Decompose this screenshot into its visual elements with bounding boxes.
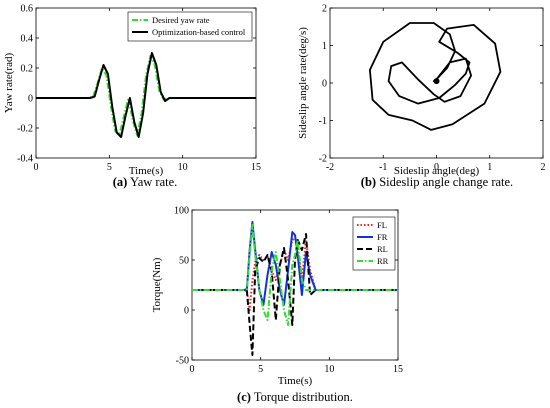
caption: (b) Sideslip angle change rate.: [361, 175, 513, 189]
x-axis-label: Sideslip angle(deg): [394, 165, 480, 177]
y-tick-label: 0.6: [21, 4, 34, 15]
y-tick-label: 0.2: [21, 64, 34, 75]
y-tick-label: 0: [184, 306, 189, 317]
y-tick-label: 0.4: [21, 34, 34, 45]
y-tick-label: -1: [319, 116, 327, 127]
caption-label: (b): [361, 175, 376, 189]
x-tick-label: 10: [324, 364, 334, 375]
y-tick-label: -0.4: [17, 154, 33, 165]
caption: (a) Yaw rate.: [113, 175, 178, 189]
caption-label: (a): [113, 175, 128, 189]
caption-text: Sideslip angle change rate.: [376, 175, 513, 189]
y-tick-label: 50: [179, 256, 189, 267]
x-tick-label: 5: [107, 162, 112, 173]
x-tick-label: 1: [487, 162, 492, 173]
x-tick-label: -1: [379, 162, 387, 173]
caption: (c) Torque distribution.: [237, 390, 353, 404]
origin-point: [433, 78, 440, 85]
legend-entry: Desired yaw rate: [152, 15, 210, 25]
legend-entry: FR: [377, 232, 388, 242]
legend-box: [127, 11, 253, 42]
caption-text: Yaw rate.: [127, 175, 177, 189]
x-axis-label: Time(s): [278, 375, 313, 387]
x-tick-label: -2: [326, 162, 334, 173]
y-tick-label: 1: [322, 41, 327, 52]
legend-entry: RR: [377, 256, 389, 266]
x-tick-label: 5: [258, 364, 263, 375]
legend-box: [352, 216, 396, 271]
x-tick-label: 15: [251, 162, 261, 173]
legend: FL FR RL RR: [352, 216, 396, 271]
x-tick-label: 10: [178, 162, 188, 173]
x-tick-label: 2: [541, 162, 546, 173]
series-line-2: [36, 52, 256, 138]
legend-entry: Optimization-based control: [152, 27, 246, 37]
series-line-4: [192, 224, 398, 326]
x-tick-label: 0: [434, 162, 439, 173]
x-tick-label: 0: [190, 364, 195, 375]
y-tick-label: -0.2: [17, 124, 33, 135]
y-axis-label: Sideslip angle rate(deg/s): [297, 27, 309, 139]
y-tick-label: -2: [319, 154, 327, 165]
x-axis-label: Time(s): [129, 165, 164, 177]
series-line-1: [368, 22, 502, 131]
y-tick-label: 0: [28, 94, 33, 105]
y-axis-label: Torque(Nm): [151, 257, 163, 312]
y-tick-label: 0: [322, 79, 327, 90]
x-tick-label: 15: [393, 364, 403, 375]
caption-text: Torque distribution.: [251, 390, 353, 404]
caption-label: (c): [237, 390, 251, 404]
y-tick-label: 2: [322, 4, 327, 15]
y-axis-label: Yaw rate(rad): [3, 53, 15, 114]
chart-1: 0 5 10 15 -0.4 -0.2 0 0.2 0.4 0.6 Time(s) Yaw rate(…: [3, 4, 261, 190]
legend-entry: FL: [377, 220, 387, 230]
y-tick-label: 100: [174, 206, 189, 217]
legend: Desired yaw rate Optimization-based contr…: [127, 11, 253, 42]
y-tick-label: -50: [176, 356, 189, 367]
legend-entry: RL: [377, 244, 388, 254]
x-tick-label: 0: [34, 162, 39, 173]
series-line-3: [192, 233, 398, 356]
